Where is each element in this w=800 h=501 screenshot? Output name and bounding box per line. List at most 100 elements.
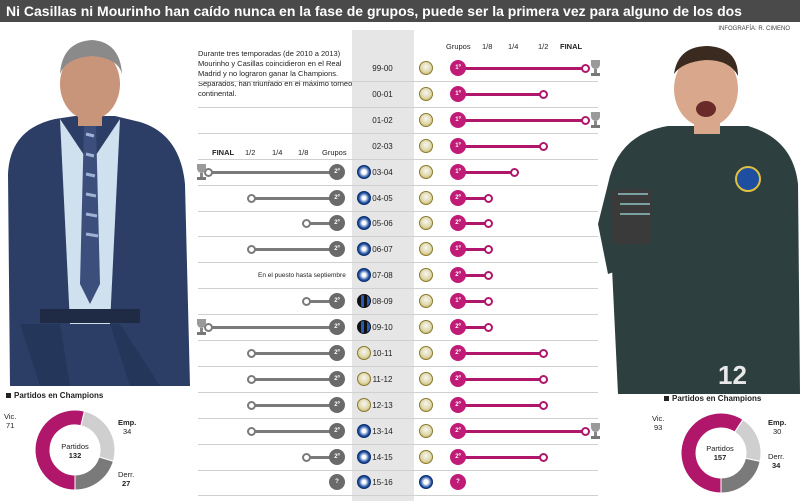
real-madrid-badge — [419, 423, 433, 438]
season-label: 11-12 — [372, 374, 393, 384]
mourinho-stage-end — [247, 245, 256, 255]
left-stats-title: Partidos en Champions — [6, 391, 103, 400]
trophy-stem — [594, 120, 597, 125]
season-label: 05-06 — [372, 219, 393, 229]
real-madrid-badge — [419, 112, 433, 127]
row-divider — [198, 210, 598, 212]
real-madrid-badge — [357, 345, 371, 360]
mourinho-groups-mark: 2º — [329, 189, 345, 206]
casillas-progress-bar — [458, 118, 585, 122]
trophy-stem — [200, 328, 203, 332]
mourinho-groups-mark: 2º — [329, 241, 345, 258]
mourinho-groups-mark: 2º — [329, 293, 345, 310]
casillas-progress-bar — [458, 377, 543, 381]
intro-text: Durante tres temporadas (de 2010 a 2013)… — [198, 49, 353, 98]
porto-badge — [357, 164, 371, 179]
mourinho-groups-mark: 2º — [329, 215, 345, 232]
casillas-stage-end — [539, 452, 548, 462]
legend-quarter-left: 1/4 — [272, 148, 283, 157]
page-title: Ni Casillas ni Mourinho han caído nunca … — [0, 0, 800, 22]
row-divider — [198, 158, 598, 160]
porto-badge — [419, 475, 433, 490]
casillas-stage-end — [484, 245, 493, 255]
season-row: 05-06 2º 2º — [0, 211, 800, 238]
legend-groups-left: Grupos — [322, 148, 347, 157]
casillas-groups-mark: 2º — [450, 344, 466, 361]
season-row: 12-13 2º 2º — [0, 393, 800, 419]
champions-trophy-icon — [590, 422, 601, 439]
season-label: 12-13 — [372, 400, 393, 410]
row-divider — [198, 262, 598, 264]
right-total: Partidos 157 — [706, 444, 734, 462]
trophy-base — [591, 435, 600, 439]
right-stats-donut — [680, 412, 762, 494]
real-madrid-badge — [419, 216, 433, 231]
season-label: 06-07 — [372, 245, 393, 255]
season-label: 99-00 — [372, 64, 393, 73]
chelsea-badge — [357, 475, 371, 490]
trophy-stem — [594, 69, 597, 73]
mourinho-progress-bar — [251, 248, 337, 252]
casillas-progress-bar — [458, 222, 488, 226]
mourinho-progress-bar — [251, 429, 337, 433]
casillas-progress-bar — [458, 170, 514, 174]
row-divider — [198, 288, 598, 290]
season-row: 03-04 1º 2º — [0, 160, 800, 186]
trophy-cup — [591, 60, 600, 69]
trophy-stem — [594, 431, 597, 436]
left-total: Partidos 132 — [61, 442, 89, 460]
champions-trophy-icon — [590, 111, 601, 128]
real-madrid-badge — [357, 371, 371, 386]
row-divider — [198, 391, 598, 393]
casillas-groups-mark: 2º — [450, 396, 466, 413]
mourinho-progress-bar — [251, 196, 337, 200]
trophy-cup — [197, 163, 206, 173]
casillas-stage-end — [539, 89, 548, 99]
chelsea-badge — [357, 449, 371, 464]
row-divider — [198, 340, 598, 341]
legend-half-left: 1/2 — [245, 148, 256, 157]
mourinho-groups-mark: 2º — [329, 396, 345, 413]
wins-slice — [680, 412, 744, 494]
real-madrid-badge — [419, 190, 433, 205]
trophy-stem — [200, 172, 203, 177]
season-row: 01-02 1º — [0, 108, 800, 134]
season-row: 07-08 2º En el puesto hasta septiembre — [0, 263, 800, 290]
casillas-progress-bar — [458, 351, 543, 355]
season-row: 08-09 1º 2º — [0, 289, 800, 316]
legend-final-left: FINAL — [212, 148, 235, 157]
row-divider — [198, 132, 598, 134]
chelsea-badge — [357, 216, 371, 231]
mourinho-groups-mark: 2º — [329, 448, 345, 465]
row-divider — [198, 417, 598, 419]
casillas-groups-mark: 1º — [450, 85, 466, 102]
chelsea-badge — [357, 268, 371, 283]
casillas-progress-bar — [458, 67, 585, 70]
season-column — [352, 30, 414, 501]
season-row: 14-15 2º 2º — [0, 445, 800, 471]
casillas-groups-mark: 2º — [450, 215, 466, 232]
right-wins-label: Vic. 93 — [652, 414, 665, 432]
casillas-stage-end — [581, 115, 590, 125]
casillas-stage-end — [539, 400, 548, 410]
mourinho-stage-end — [302, 452, 311, 462]
casillas-stage-end — [581, 64, 590, 73]
casillas-progress-bar — [458, 455, 543, 459]
season-row: 02-03 1º — [0, 134, 800, 160]
real-madrid-badge — [419, 164, 433, 179]
season-label: 14-15 — [372, 452, 393, 462]
casillas-groups-mark: 2º — [450, 370, 466, 387]
left-wins-label: Vic. 71 — [4, 412, 17, 430]
casillas-stage-end — [581, 426, 590, 436]
mourinho-groups-mark: 2º — [329, 370, 345, 387]
casillas-groups-mark: 2º — [450, 189, 466, 206]
legend-groups-right: Grupos — [446, 42, 471, 51]
legend-half-right: 1/2 — [538, 42, 549, 51]
trophy-base — [591, 124, 600, 128]
row-divider — [198, 495, 598, 497]
credit-line: INFOGRAFÍA: R. CIMENO — [718, 26, 790, 32]
mourinho-stage-end — [302, 219, 311, 229]
season-label: 13-14 — [372, 426, 393, 436]
season-label: 15-16 — [372, 478, 393, 488]
season-label: 02-03 — [372, 141, 393, 151]
